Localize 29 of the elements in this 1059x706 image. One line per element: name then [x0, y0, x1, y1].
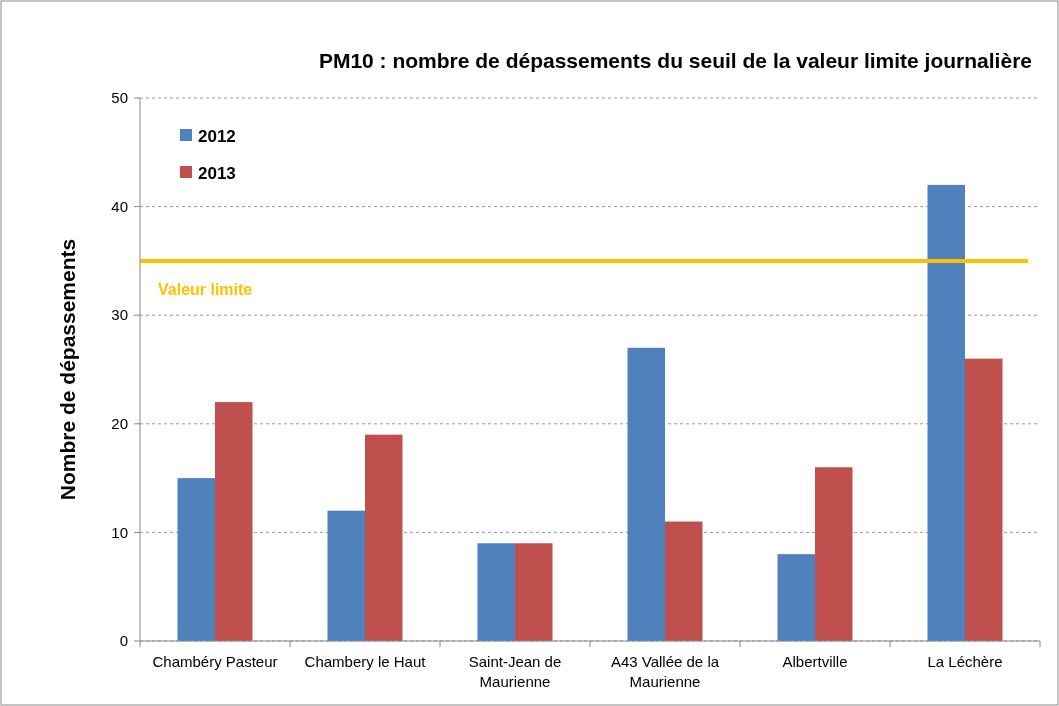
x-tick-label: Chambery le Haut — [304, 653, 427, 670]
y-tick-label: 50 — [111, 89, 128, 107]
y-tick-label: 30 — [111, 306, 128, 324]
bar — [777, 554, 815, 641]
y-axis-title: Nombre de dépassements — [56, 238, 79, 501]
bar — [927, 184, 965, 641]
bar — [515, 543, 553, 641]
legend-label: 2012 — [198, 126, 236, 146]
bar — [665, 521, 703, 641]
bar — [965, 358, 1003, 641]
x-tick-label: La Léchère — [927, 653, 1003, 670]
ref-line-label: Valeur limite — [158, 280, 253, 298]
y-tick-label: 0 — [119, 632, 128, 650]
bar — [365, 434, 403, 641]
x-tick-label: Chambéry Pasteur — [152, 653, 278, 670]
x-tick-label: Albertville — [782, 653, 848, 670]
bar — [627, 347, 665, 641]
y-tick-label: 40 — [111, 197, 128, 215]
y-tick-label: 10 — [111, 523, 128, 541]
bar — [477, 543, 515, 641]
x-tick-label: A43 Vallée de la Maurienne — [610, 653, 720, 690]
legend-label: 2013 — [198, 163, 236, 183]
x-tick-label: Saint-Jean de Maurienne — [468, 653, 562, 690]
chart-title: PM10 : nombre de dépassements du seuil de la valeur limite journalière — [318, 49, 1032, 72]
y-tick-label: 20 — [111, 415, 128, 433]
bar — [815, 467, 853, 641]
bar — [327, 510, 365, 641]
bar — [177, 478, 215, 641]
bar — [215, 402, 253, 641]
